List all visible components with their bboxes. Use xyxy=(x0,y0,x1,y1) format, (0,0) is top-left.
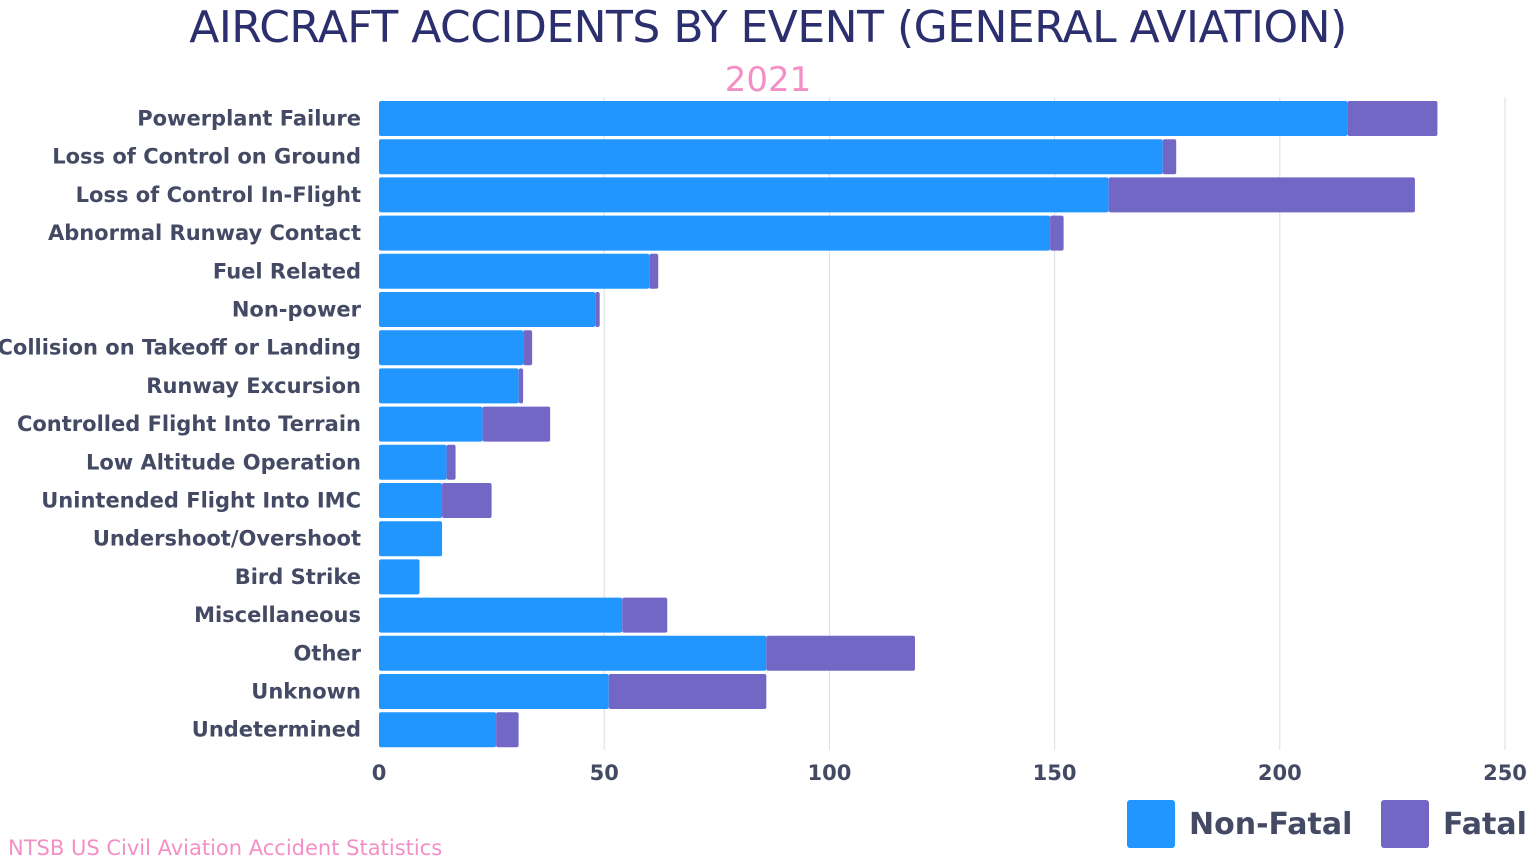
bar-fatal xyxy=(446,444,456,480)
bar-fatal xyxy=(766,635,915,671)
bar-fatal xyxy=(518,368,524,404)
bar-non-fatal xyxy=(379,330,524,366)
chart-title: AIRCRAFT ACCIDENTS BY EVENT (GENERAL AVI… xyxy=(189,2,1347,53)
bar-fatal xyxy=(622,597,668,633)
bar-fatal xyxy=(442,483,492,518)
category-label: Unknown xyxy=(251,680,361,704)
bar-chart: 0 50 100 150 200 250 Powerplant Failure Loss of… xyxy=(0,97,1527,785)
category-label: Powerplant Failure xyxy=(137,107,361,131)
category-label: Undershoot/Overshoot xyxy=(93,527,361,551)
bar-fatal xyxy=(1050,215,1064,251)
bar-non-fatal xyxy=(379,559,420,595)
bar-non-fatal xyxy=(379,368,519,404)
bar-fatal xyxy=(496,712,519,748)
x-tick-label: 150 xyxy=(1033,761,1077,785)
bar-fatal xyxy=(595,292,600,327)
x-tick-label: 50 xyxy=(590,761,619,785)
bar-fatal xyxy=(1108,177,1415,213)
bar-non-fatal xyxy=(379,597,623,633)
bar-fatal xyxy=(523,330,533,366)
category-label: Fuel Related xyxy=(213,259,361,283)
bar-non-fatal xyxy=(379,406,483,442)
legend-swatch-fatal xyxy=(1381,800,1429,848)
category-label: Loss of Control on Ground xyxy=(52,145,361,169)
category-label: Miscellaneous xyxy=(194,603,361,627)
legend-swatch-non-fatal xyxy=(1127,800,1175,848)
bar-non-fatal xyxy=(379,712,497,748)
category-label: Undetermined xyxy=(192,718,361,742)
bar-fatal xyxy=(482,406,551,442)
category-label: Unintended Flight Into IMC xyxy=(41,489,361,513)
chart-subtitle: 2021 xyxy=(724,60,812,100)
bar-non-fatal xyxy=(379,101,1348,136)
category-label: Abnormal Runway Contact xyxy=(48,221,361,245)
bar-non-fatal xyxy=(379,483,443,518)
legend-label: Non-Fatal xyxy=(1189,806,1353,842)
category-label: Other xyxy=(294,641,362,665)
category-label: Runway Excursion xyxy=(146,374,361,398)
legend-item-non-fatal: Non-Fatal xyxy=(1127,800,1352,848)
bar-non-fatal xyxy=(379,215,1051,251)
category-label: Controlled Flight Into Terrain xyxy=(17,412,361,436)
bar-non-fatal xyxy=(379,139,1163,175)
bar-non-fatal xyxy=(379,253,650,289)
bar-non-fatal xyxy=(379,635,767,671)
bar-fatal xyxy=(1347,101,1438,136)
bar-non-fatal xyxy=(379,444,447,480)
category-label: Bird Strike xyxy=(235,565,361,589)
legend-item-fatal: Fatal xyxy=(1381,800,1527,848)
x-tick-label: 200 xyxy=(1258,761,1302,785)
bar-non-fatal xyxy=(379,521,443,557)
bar-fatal xyxy=(1162,139,1177,175)
legend-label: Fatal xyxy=(1443,806,1527,842)
bar-non-fatal xyxy=(379,674,609,709)
bar-non-fatal xyxy=(379,177,1109,213)
x-tick-label: 250 xyxy=(1483,761,1527,785)
bar-non-fatal xyxy=(379,292,596,327)
x-tick-label: 0 xyxy=(372,761,387,785)
category-label: Collision on Takeoff or Landing xyxy=(0,336,361,360)
bar-fatal xyxy=(608,674,767,709)
category-label: Non-power xyxy=(232,298,362,322)
category-label: Loss of Control In-Flight xyxy=(76,183,361,207)
x-tick-label: 100 xyxy=(807,761,851,785)
bar-fatal xyxy=(649,253,659,289)
source-note: NTSB US Civil Aviation Accident Statisti… xyxy=(8,836,443,860)
category-label: Low Altitude Operation xyxy=(86,450,361,474)
